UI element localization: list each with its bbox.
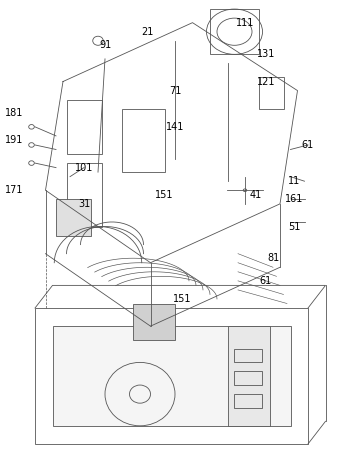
Text: 161: 161 — [285, 194, 303, 204]
Bar — [133, 304, 175, 340]
Text: 31: 31 — [78, 199, 90, 209]
Text: 71: 71 — [169, 86, 181, 96]
Text: 51: 51 — [288, 222, 300, 231]
Text: 151: 151 — [173, 294, 191, 304]
Bar — [56, 199, 91, 236]
Text: 91: 91 — [99, 40, 111, 50]
Text: 181: 181 — [5, 108, 23, 118]
Text: 61: 61 — [260, 276, 272, 286]
Text: 61: 61 — [302, 140, 314, 150]
Bar — [35, 308, 308, 444]
Bar — [122, 109, 164, 172]
Text: 111: 111 — [236, 18, 254, 28]
Text: 131: 131 — [257, 49, 275, 59]
Bar — [234, 349, 262, 362]
Text: 11: 11 — [288, 176, 300, 186]
Text: 151: 151 — [155, 190, 174, 200]
Bar — [228, 326, 270, 426]
Bar — [210, 9, 259, 54]
Text: 81: 81 — [267, 253, 279, 263]
Text: 171: 171 — [5, 185, 23, 195]
Text: 191: 191 — [5, 135, 23, 145]
Text: 121: 121 — [257, 77, 275, 87]
Bar — [52, 326, 290, 426]
Text: 21: 21 — [141, 27, 153, 37]
Bar — [234, 371, 262, 385]
Text: 41: 41 — [249, 190, 262, 200]
Bar — [66, 100, 102, 154]
Bar — [234, 394, 262, 408]
Text: 101: 101 — [75, 163, 93, 173]
Bar — [259, 77, 284, 109]
Text: 141: 141 — [166, 122, 184, 132]
Bar — [66, 163, 102, 226]
